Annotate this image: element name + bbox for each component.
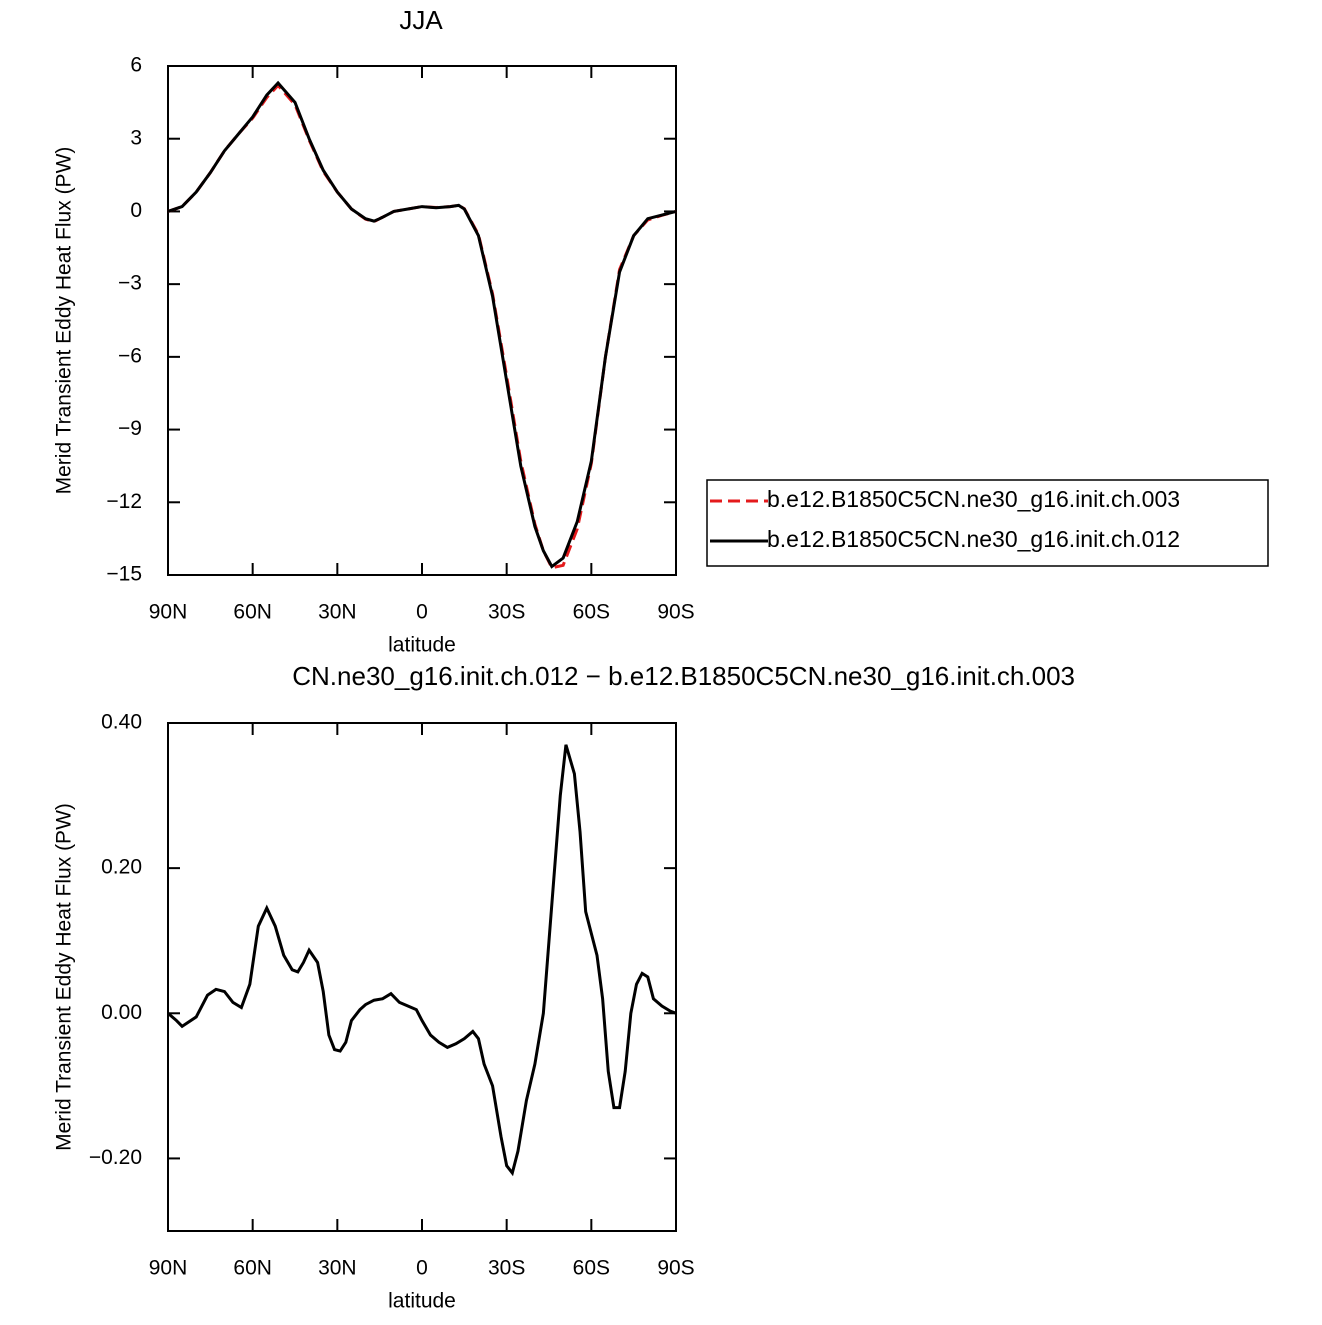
x-axis-label: latitude — [388, 634, 456, 657]
x-tick-label: 0 — [416, 601, 428, 624]
x-tick-label: 60N — [233, 1257, 272, 1280]
y-tick-label: −3 — [118, 272, 142, 295]
y-tick-label: −0.20 — [89, 1146, 142, 1169]
y-axis-label: Merid Transient Eddy Heat Flux (PW) — [53, 803, 76, 1151]
chart-title: CN.ne30_g16.init.ch.012 − b.e12.B1850C5C… — [292, 661, 1075, 691]
y-axis-label: Merid Transient Eddy Heat Flux (PW) — [53, 147, 76, 495]
y-tick-label: 6 — [130, 54, 142, 77]
x-tick-label: 0 — [416, 1257, 428, 1280]
y-tick-label: −15 — [106, 563, 142, 586]
y-tick-label: −12 — [106, 490, 142, 513]
chart-title: JJA — [399, 5, 443, 35]
x-tick-label: 90N — [149, 601, 188, 624]
x-axis-label: latitude — [388, 1290, 456, 1313]
x-tick-label: 60S — [573, 601, 610, 624]
data-line — [167, 80, 677, 569]
x-tick-label: 60N — [233, 601, 272, 624]
x-tick-label: 30N — [318, 601, 357, 624]
y-tick-label: −6 — [118, 344, 142, 367]
legend-label: b.e12.B1850C5CN.ne30_g16.init.ch.012 — [767, 526, 1180, 552]
y-tick-label: 0 — [130, 199, 142, 222]
x-tick-label: 30N — [318, 1257, 357, 1280]
y-tick-label: 0.20 — [101, 856, 142, 879]
x-tick-label: 60S — [573, 1257, 610, 1280]
y-tick-label: −9 — [118, 417, 142, 440]
plot-frame — [167, 65, 677, 576]
y-tick-label: 3 — [130, 126, 142, 149]
x-tick-label: 90N — [149, 1257, 188, 1280]
x-tick-label: 30S — [488, 601, 525, 624]
y-tick-label: 0.00 — [101, 1001, 142, 1024]
legend-box — [706, 479, 1269, 567]
x-tick-label: 30S — [488, 1257, 525, 1280]
y-tick-label: 0.40 — [101, 711, 142, 734]
legend-label: b.e12.B1850C5CN.ne30_g16.init.ch.003 — [767, 486, 1180, 512]
x-tick-label: 90S — [657, 601, 694, 624]
data-line — [167, 83, 677, 570]
data-line — [167, 744, 677, 1177]
x-tick-label: 90S — [657, 1257, 694, 1280]
